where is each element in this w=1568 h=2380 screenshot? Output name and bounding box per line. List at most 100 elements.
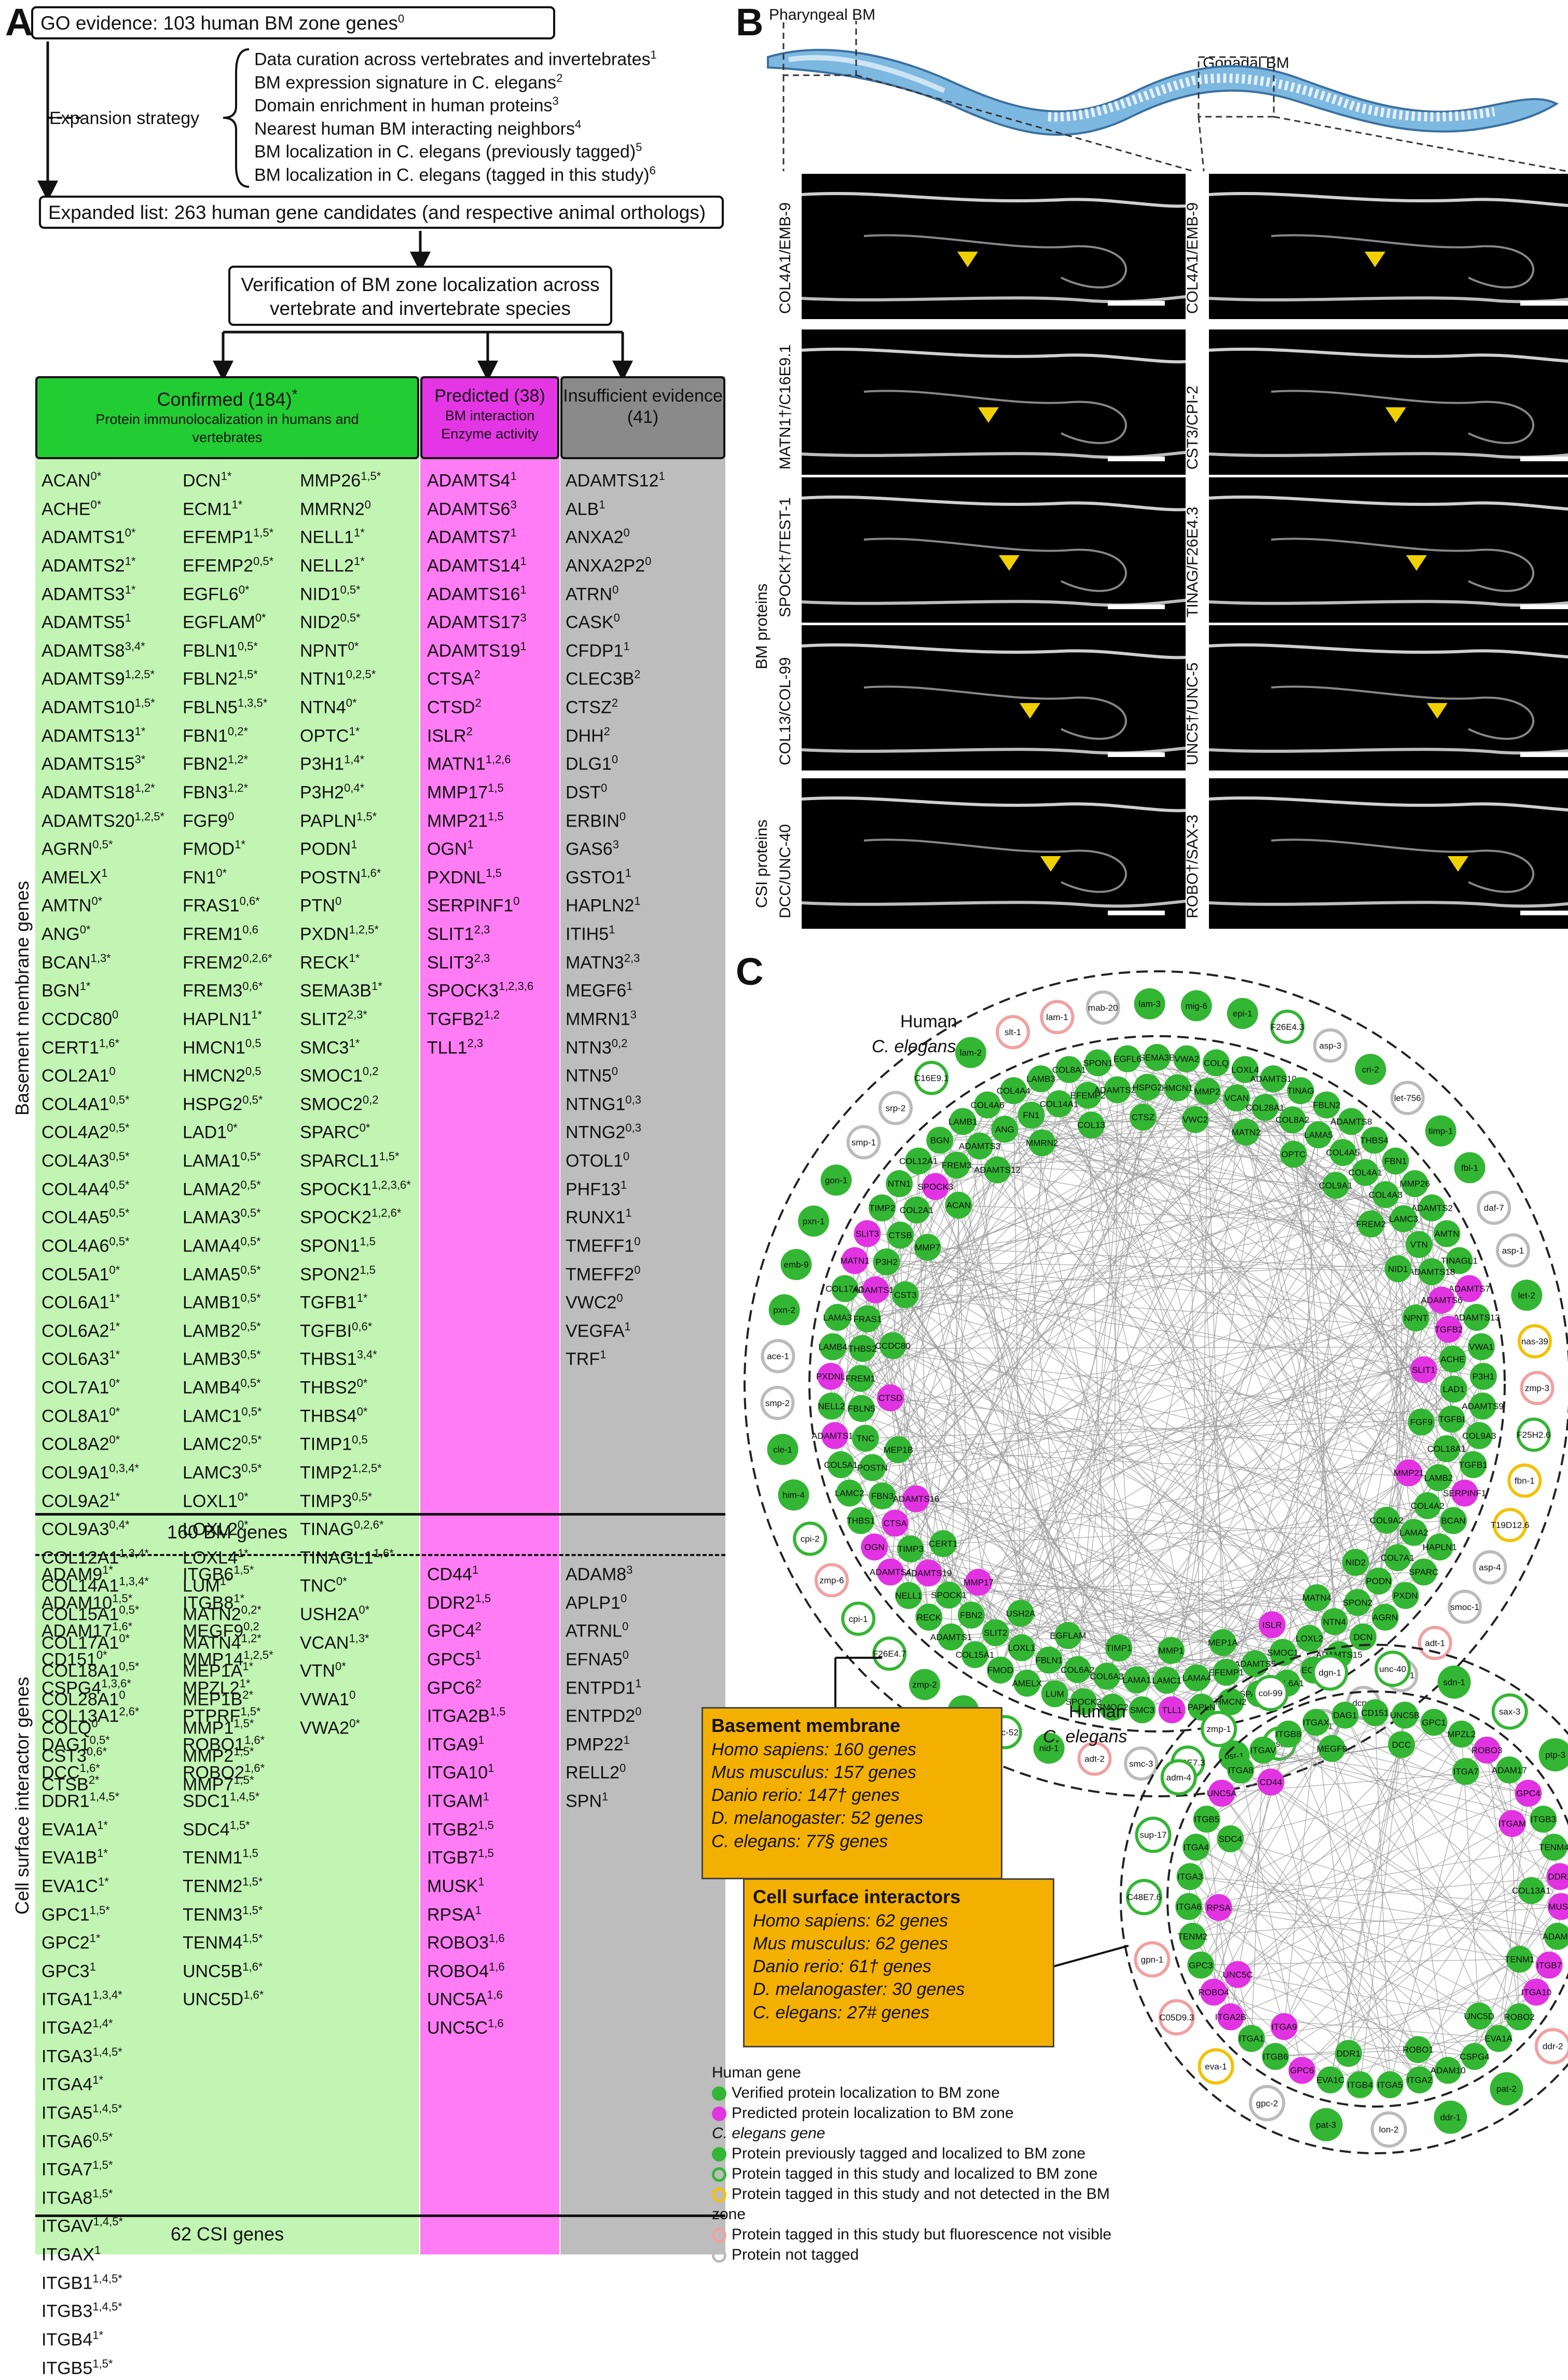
node-label: EVA1C	[1316, 2075, 1345, 2085]
node-label: SPON1	[1083, 1058, 1113, 1068]
worm-node-label: asp-4	[1479, 1563, 1501, 1573]
node-label: ITGAV	[1250, 1745, 1276, 1755]
node-label: ROBO4	[1198, 1987, 1229, 1997]
not-tagged-icon	[712, 2248, 726, 2263]
node-label: ADAMTS13	[1453, 1313, 1500, 1323]
node-label: PXDNL	[816, 1372, 846, 1382]
node-label: COL7A1	[1381, 1553, 1414, 1563]
node-label: ITGB6	[1263, 2052, 1288, 2061]
node-label: COL8A2	[1275, 1115, 1309, 1125]
worm-node-label: mab-20	[1088, 1003, 1118, 1013]
node-label: NPNT	[1404, 1313, 1428, 1323]
node-label: FREM1	[845, 1374, 875, 1384]
worm-node-label: pat-3	[1316, 2120, 1336, 2130]
node-label: ITGA7	[1453, 1767, 1478, 1777]
worm-node-label: zmp-6	[819, 1576, 844, 1586]
node-label: TGFB2	[1435, 1325, 1463, 1335]
node-label: COLQ	[1204, 1058, 1229, 1068]
node-label: TGFB1	[1459, 1460, 1488, 1470]
node-label: LAMB1	[948, 1117, 978, 1126]
node-label: ITGB3	[1531, 1814, 1556, 1824]
node-label: MMP2	[1194, 1086, 1220, 1096]
worm-node-label: C05D9.3	[1159, 2013, 1194, 2023]
node-label: VWA1	[1469, 1342, 1494, 1352]
node-label: NELL2	[818, 1401, 845, 1411]
node-label: COL6A2	[1061, 1665, 1094, 1675]
worm-node-label: smp-2	[765, 1398, 790, 1408]
node-label: CTSD	[878, 1393, 902, 1403]
node-label: SPON2	[1343, 1598, 1373, 1607]
node-label: CERT1	[929, 1539, 957, 1549]
node-label: GPC1	[1422, 1717, 1446, 1727]
node-label: DCN	[1354, 1632, 1373, 1642]
csi-celegans-label: C. elegans	[1043, 1727, 1127, 1747]
node-label: SLIT1	[1412, 1365, 1435, 1375]
node-label: ITGA6	[1176, 1902, 1202, 1911]
worm-node-label: C48E7.6	[1127, 1892, 1161, 1902]
node-label: COL4A5	[1326, 1148, 1359, 1158]
node-label: SPOCK3	[917, 1182, 953, 1192]
node-label: ADAMTS2	[1411, 1203, 1453, 1213]
node-label: THBS4	[1360, 1136, 1388, 1146]
node-label: ADAMTS8	[1330, 1117, 1372, 1126]
worm-node-label: gpc-2	[1256, 2098, 1278, 2108]
node-label: LAMA5	[1304, 1130, 1333, 1140]
node-label: DAG1	[1333, 1711, 1357, 1721]
node-label: ADAMTS18	[1409, 1267, 1455, 1277]
node-label: CD44	[1260, 1778, 1282, 1787]
worm-node-label: sax-3	[1499, 1707, 1521, 1717]
worm-node-label: sup-17	[1140, 1830, 1167, 1840]
worm-node-label: emb-9	[783, 1260, 808, 1270]
worm-node-label: zmp-1	[1206, 1724, 1231, 1734]
worm-node-label: cpi-1	[849, 1614, 868, 1624]
worm-node-label: mig-6	[1185, 1001, 1207, 1011]
worm-node-label: gpn-1	[1141, 1955, 1163, 1964]
node-label: PODN	[1366, 1576, 1392, 1586]
node-label: DDR1	[1337, 2048, 1360, 2058]
node-label: ITGA5	[1377, 2080, 1402, 2090]
node-label: LOXL4	[1231, 1065, 1259, 1075]
node-label: EGFL6	[1113, 1054, 1141, 1064]
node-label: MATN1	[840, 1256, 869, 1266]
node-label: ITGB8	[1276, 1729, 1301, 1739]
node-label: FBN2	[960, 1611, 982, 1620]
node-label: POSTN	[857, 1463, 888, 1473]
node-label: VWA2	[1174, 1054, 1199, 1064]
node-label: P3H2	[875, 1257, 898, 1267]
worm-node-label: zmp-2	[912, 1680, 937, 1690]
node-label: LAMC1	[1152, 1675, 1181, 1685]
gene-entry: ITGB31,4,5*	[42, 2295, 139, 2323]
node-label: MMP7	[915, 1243, 940, 1253]
node-label: MMP21	[1394, 1468, 1424, 1478]
node-label: ITGAX	[1303, 1717, 1329, 1727]
node-label: RPSA	[1206, 1903, 1231, 1913]
node-label: FREM3	[942, 1160, 972, 1170]
node-label: SLIT2	[984, 1628, 1007, 1638]
node-label: FBLN1	[1035, 1655, 1063, 1665]
worm-node-label: smc-3	[1129, 1759, 1153, 1769]
node-label: ISLR	[1262, 1620, 1282, 1630]
node-label: COL12A1	[899, 1157, 938, 1166]
node-label: P3H1	[1473, 1372, 1495, 1382]
node-label: ADAM9	[1542, 1932, 1568, 1942]
worm-node-label: F25H2.6	[1517, 1430, 1550, 1440]
worm-node-label: epi-1	[1233, 1009, 1253, 1019]
worm-node-label: fbn-1	[1515, 1476, 1535, 1486]
node-label: UNC5B	[1390, 1711, 1420, 1721]
node-label: LAMC2	[835, 1489, 864, 1498]
worm-node-label: lam-3	[1138, 999, 1161, 1009]
node-label: SMC3	[1130, 1705, 1154, 1715]
node-label: TIMP2	[869, 1203, 895, 1213]
node-label: COL6A3	[1090, 1672, 1124, 1682]
node-label: COL9A1	[1319, 1180, 1353, 1190]
node-label: LAMA4	[1182, 1673, 1212, 1683]
node-label: VWC2	[1182, 1115, 1208, 1125]
node-label: LAMC3	[1389, 1214, 1419, 1224]
worm-node-label: smoc-1	[1450, 1602, 1479, 1612]
worm-node-label: gon-1	[825, 1175, 847, 1185]
worm-node-label: adt-1	[1425, 1638, 1445, 1648]
worm-node-label: adt-2	[1084, 1754, 1105, 1764]
node-label: TINAG	[1287, 1086, 1314, 1096]
node-label: AMTN	[1434, 1229, 1459, 1239]
node-label: TLL1	[1162, 1705, 1182, 1715]
